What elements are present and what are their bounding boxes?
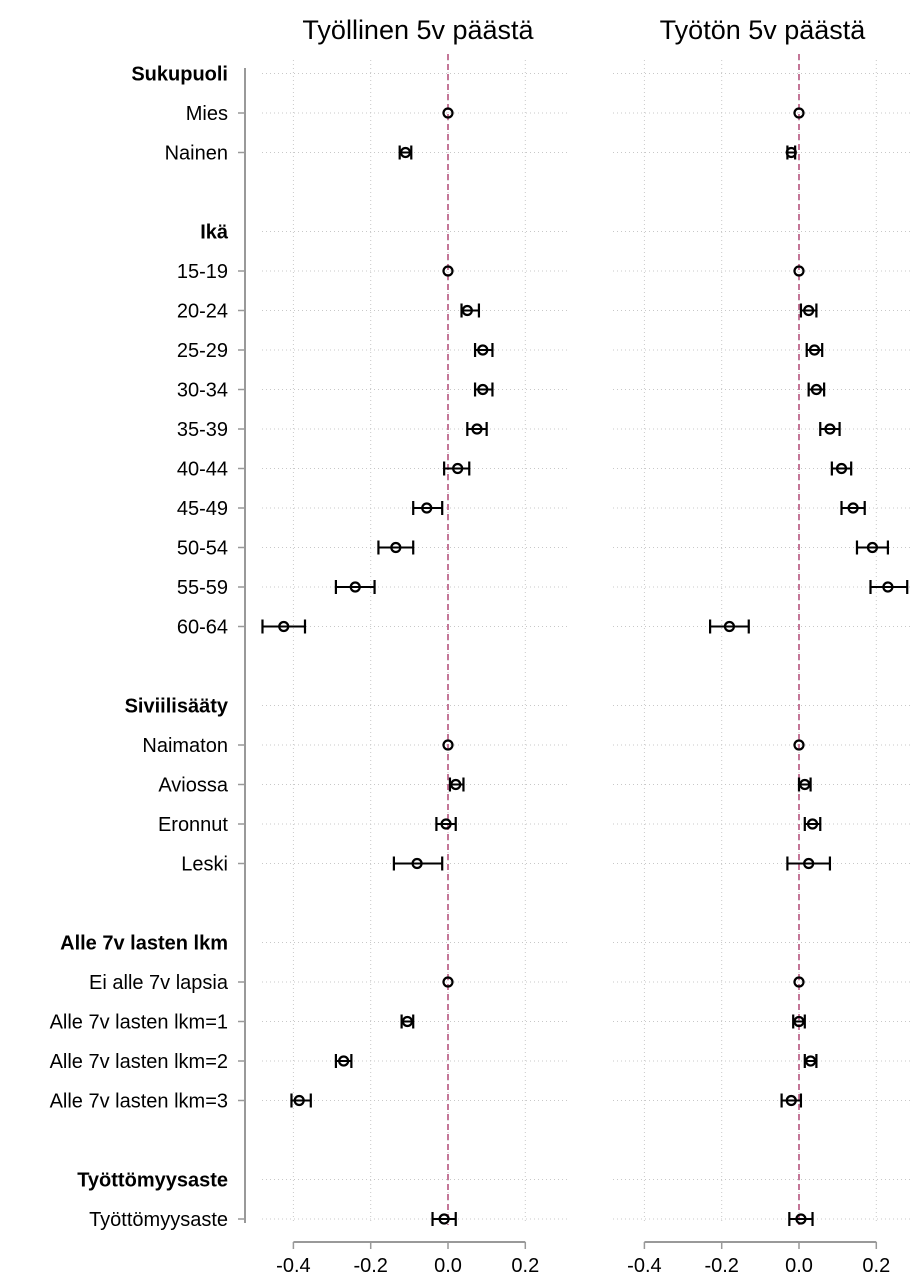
estimate-point <box>785 1094 797 1107</box>
category-label: Työttömyysaste <box>89 1209 228 1231</box>
estimate-point <box>882 581 894 593</box>
x-tick-label: -0.2 <box>704 1255 738 1277</box>
category-label: Ei alle 7v lapsia <box>89 972 229 994</box>
estimate-point <box>442 739 454 751</box>
estimate-point <box>471 423 483 435</box>
estimate-point <box>793 739 805 751</box>
estimate-point <box>293 1094 305 1107</box>
category-label: Nainen <box>165 143 228 165</box>
category-label: Eronnut <box>158 814 228 836</box>
category-label: 35-39 <box>177 419 228 441</box>
category-label: Alle 7v lasten lkm=2 <box>50 1051 228 1073</box>
category-header-label: Sukupuoli <box>131 64 228 86</box>
estimate-point <box>808 344 821 356</box>
estimate-point <box>803 857 815 870</box>
estimate-point <box>349 581 361 593</box>
estimate-point <box>390 541 402 554</box>
estimate-point <box>442 265 454 277</box>
x-tick-label: 0.2 <box>511 1255 539 1277</box>
panel-title: Työtön 5v päästä <box>660 15 867 45</box>
text-layer: Sukupuoli Mies Nainen Ikä 15-19 20-24 25-29 30-… <box>50 15 891 1277</box>
estimate-point <box>785 146 797 159</box>
estimate-point <box>804 1055 817 1067</box>
estimate-point <box>442 976 454 988</box>
estimate-point <box>450 778 462 791</box>
estimate-point <box>799 778 811 791</box>
category-label: 25-29 <box>177 340 228 362</box>
axis-layer <box>238 54 878 1249</box>
x-tick-label: -0.4 <box>627 1255 661 1277</box>
panel-title: Työllinen 5v päästä <box>302 15 534 45</box>
estimate-point <box>411 857 423 870</box>
grid-layer <box>262 60 912 1221</box>
category-label: 60-64 <box>177 617 228 639</box>
estimate-point <box>847 502 859 514</box>
estimate-point <box>401 1015 414 1028</box>
category-label: 55-59 <box>177 577 228 599</box>
category-label: 20-24 <box>177 301 228 323</box>
estimate-point <box>793 1015 805 1028</box>
category-header-label: Siviilisääty <box>125 696 229 718</box>
estimate-point <box>835 462 848 475</box>
estimate-point <box>399 146 412 159</box>
category-label: Aviossa <box>158 775 229 797</box>
estimate-point <box>442 107 454 119</box>
estimate-point <box>278 620 290 633</box>
estimate-point <box>723 620 736 633</box>
estimate-point <box>824 423 836 435</box>
category-header-label: Työttömyysaste <box>77 1170 228 1192</box>
category-label: 15-19 <box>177 261 228 283</box>
estimate-point <box>338 1055 350 1067</box>
estimate-point <box>477 383 489 396</box>
category-label: Mies <box>186 103 228 125</box>
estimate-point <box>438 1213 450 1225</box>
x-tick-label: -0.2 <box>353 1255 387 1277</box>
category-header-label: Ikä <box>200 222 229 244</box>
estimate-point <box>793 107 805 119</box>
estimate-point <box>421 502 433 514</box>
estimate-point <box>793 265 805 277</box>
estimate-point <box>461 304 473 317</box>
estimate-point <box>477 344 489 356</box>
category-label: Naimaton <box>142 735 228 757</box>
category-label: 40-44 <box>177 459 228 481</box>
estimate-point <box>810 383 822 396</box>
estimate-point <box>795 1213 807 1225</box>
estimate-point <box>866 541 879 554</box>
estimate-point <box>793 976 805 988</box>
category-label: 50-54 <box>177 538 228 560</box>
x-tick-label: -0.4 <box>276 1255 310 1277</box>
category-label: Leski <box>181 854 228 876</box>
estimate-point <box>440 818 452 830</box>
category-label: 30-34 <box>177 380 228 402</box>
x-tick-label: 0.2 <box>862 1255 890 1277</box>
category-label: 45-49 <box>177 498 228 520</box>
x-tick-label: 0.0 <box>785 1255 813 1277</box>
category-label: Alle 7v lasten lkm=1 <box>50 1012 228 1034</box>
estimate-point <box>803 304 815 317</box>
estimate-point <box>452 462 464 475</box>
category-label: Alle 7v lasten lkm=3 <box>50 1091 228 1113</box>
mark-layer <box>261 107 909 1226</box>
estimate-point <box>806 818 819 830</box>
x-tick-label: 0.0 <box>434 1255 462 1277</box>
category-header-label: Alle 7v lasten lkm <box>60 933 228 955</box>
